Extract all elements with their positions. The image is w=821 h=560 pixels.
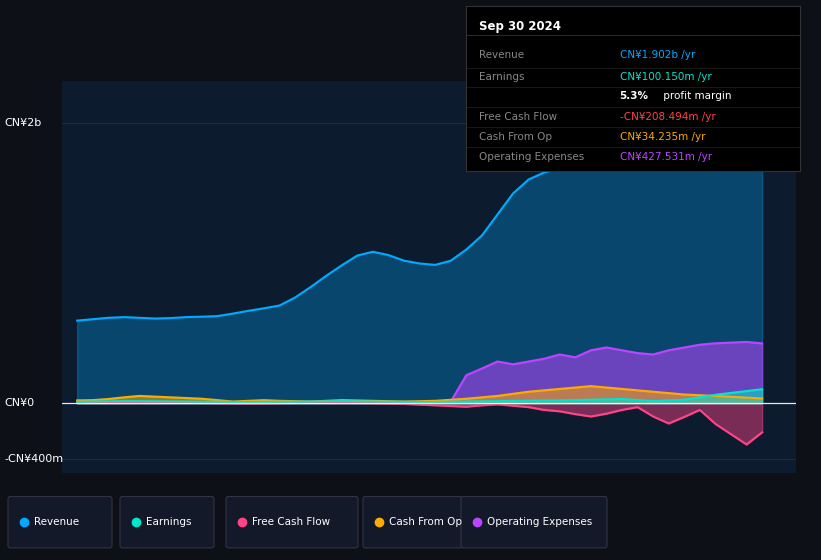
Text: Operating Expenses: Operating Expenses bbox=[479, 152, 585, 162]
FancyBboxPatch shape bbox=[8, 497, 112, 548]
Text: profit margin: profit margin bbox=[660, 91, 732, 101]
FancyBboxPatch shape bbox=[363, 497, 462, 548]
Text: CN¥1.902b /yr: CN¥1.902b /yr bbox=[620, 50, 695, 60]
Text: CN¥2b: CN¥2b bbox=[4, 118, 41, 128]
Text: CN¥34.235m /yr: CN¥34.235m /yr bbox=[620, 132, 705, 142]
Text: -CN¥208.494m /yr: -CN¥208.494m /yr bbox=[620, 112, 715, 122]
FancyBboxPatch shape bbox=[461, 497, 607, 548]
Text: CN¥100.150m /yr: CN¥100.150m /yr bbox=[620, 72, 711, 82]
FancyBboxPatch shape bbox=[120, 497, 214, 548]
Text: CN¥0: CN¥0 bbox=[4, 398, 34, 408]
Text: Operating Expenses: Operating Expenses bbox=[487, 517, 592, 527]
Text: Revenue: Revenue bbox=[479, 50, 524, 60]
Text: 5.3%: 5.3% bbox=[620, 91, 649, 101]
Text: Cash From Op: Cash From Op bbox=[479, 132, 552, 142]
Text: Earnings: Earnings bbox=[479, 72, 525, 82]
Text: CN¥427.531m /yr: CN¥427.531m /yr bbox=[620, 152, 712, 162]
Text: Free Cash Flow: Free Cash Flow bbox=[252, 517, 330, 527]
Text: Cash From Op: Cash From Op bbox=[389, 517, 462, 527]
Text: Free Cash Flow: Free Cash Flow bbox=[479, 112, 557, 122]
FancyBboxPatch shape bbox=[226, 497, 358, 548]
Text: -CN¥400m: -CN¥400m bbox=[4, 454, 63, 464]
Text: Revenue: Revenue bbox=[34, 517, 79, 527]
Text: Earnings: Earnings bbox=[146, 517, 191, 527]
Text: Sep 30 2024: Sep 30 2024 bbox=[479, 21, 561, 34]
